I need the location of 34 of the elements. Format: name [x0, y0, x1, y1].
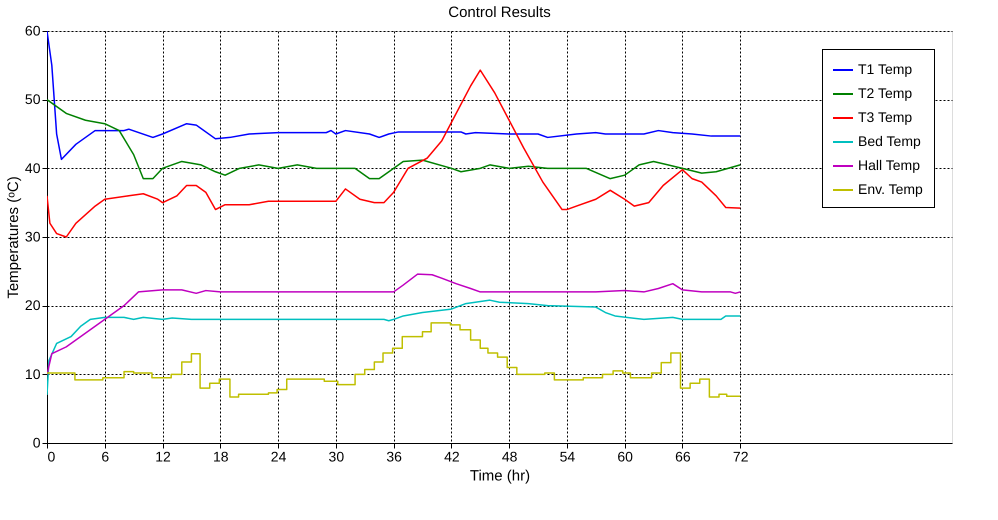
x-tick-label: 42 — [444, 448, 460, 464]
x-tick-label: 24 — [270, 448, 287, 464]
line-series — [47, 299, 741, 396]
y-tick-label: 10 — [24, 366, 41, 382]
x-axis-title: Time (hr) — [470, 468, 530, 484]
y-tick-label: 50 — [24, 91, 41, 108]
x-tick-label: 72 — [732, 448, 749, 464]
x-tick-label: 18 — [213, 448, 229, 464]
x-tick-label: 6 — [101, 448, 110, 464]
y-tick-label: 40 — [24, 160, 41, 176]
x-tick-label: 0 — [48, 448, 56, 464]
y-axis-title: Temperatures (ᵒC) — [4, 176, 22, 299]
line-series — [47, 98, 741, 180]
x-tick-label: 30 — [328, 448, 344, 464]
x-tick-label: 48 — [502, 448, 518, 464]
legend-label: T2 Temp — [858, 85, 912, 101]
y-tick-label: 0 — [32, 434, 41, 450]
line-series — [47, 31, 741, 160]
x-tick-label: 12 — [155, 448, 172, 464]
chart-title: Control Results — [448, 4, 551, 21]
legend-label: T3 Temp — [858, 109, 912, 125]
x-tick-label: 66 — [675, 448, 691, 464]
legend-label: Env. Temp — [858, 181, 924, 197]
x-tick-label: 36 — [386, 448, 402, 464]
legend-label: T1 Temp — [858, 61, 912, 77]
y-tick-label: 20 — [24, 297, 41, 314]
line-series — [47, 273, 741, 376]
line-series — [47, 69, 741, 238]
legend-label: Bed Temp — [858, 133, 921, 149]
legend-label: Hall Temp — [858, 157, 920, 173]
y-tick-label: 30 — [24, 228, 41, 244]
y-tick-label: 60 — [24, 22, 41, 38]
x-tick-label: 60 — [617, 448, 634, 464]
x-tick-label: 54 — [560, 448, 576, 464]
